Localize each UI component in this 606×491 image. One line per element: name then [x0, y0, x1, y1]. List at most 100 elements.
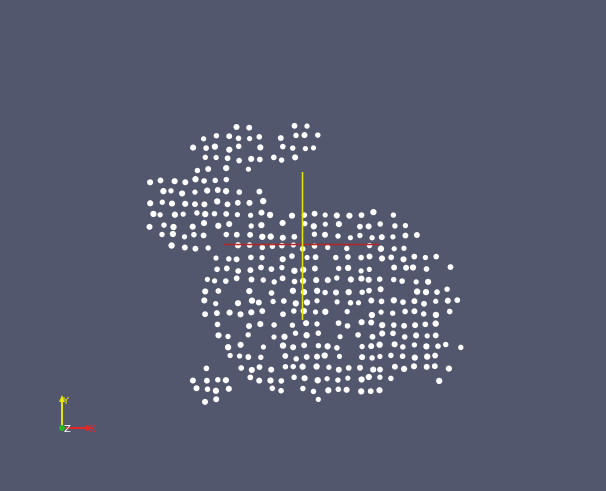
point-375: [204, 386, 211, 392]
point-289: [355, 332, 361, 338]
point-44: [223, 176, 230, 183]
point-113: [259, 233, 266, 240]
point-110: [223, 231, 230, 238]
point-62: [234, 199, 241, 206]
point-88: [170, 223, 177, 231]
point-194: [324, 277, 331, 284]
point-265: [257, 321, 264, 328]
point-115: [279, 234, 286, 241]
point-55: [159, 199, 165, 205]
point-156: [358, 254, 364, 261]
point-183: [204, 276, 211, 283]
point-18: [235, 143, 242, 150]
point-264: [245, 322, 253, 330]
point-155: [345, 254, 351, 260]
point-28: [248, 155, 255, 162]
point-8: [246, 135, 253, 142]
center-axes-cross: [224, 172, 380, 320]
point-321: [293, 356, 299, 362]
y-axis-label: Y: [62, 396, 70, 407]
point-384: [343, 386, 350, 393]
point-235: [378, 298, 385, 305]
point-351: [410, 363, 418, 370]
point-346: [357, 364, 363, 371]
point-262: [446, 308, 453, 315]
point-186: [233, 275, 240, 282]
point-272: [358, 319, 365, 326]
point-107: [181, 234, 188, 240]
point-207: [268, 290, 275, 296]
point-357: [215, 377, 221, 383]
point-381: [310, 388, 317, 395]
point-21: [289, 145, 296, 151]
point-309: [391, 341, 398, 348]
point-214: [359, 289, 365, 295]
orientation-axes-widget: Y X Z: [59, 395, 96, 435]
point-139: [325, 244, 331, 251]
point-208: [289, 287, 297, 294]
point-313: [435, 343, 441, 350]
point-268: [303, 320, 310, 327]
point-118: [322, 231, 328, 238]
point-130: [205, 245, 211, 251]
point-94: [258, 221, 265, 229]
point-145: [213, 255, 219, 261]
point-274: [379, 321, 386, 329]
point-256: [378, 309, 384, 315]
point-176: [358, 268, 364, 274]
point-227: [280, 298, 287, 304]
point-189: [271, 279, 277, 285]
point-266: [271, 322, 277, 328]
point-70: [202, 210, 209, 218]
point-190: [279, 275, 286, 282]
point-314: [442, 341, 449, 348]
point-277: [412, 322, 419, 329]
point-191: [291, 278, 298, 285]
point-221: [201, 297, 208, 304]
point-173: [311, 265, 318, 272]
point-382: [325, 387, 332, 394]
point-135: [279, 242, 285, 249]
point-168: [258, 264, 264, 271]
point-341: [299, 363, 306, 370]
point-306: [359, 343, 365, 350]
point-273: [368, 319, 375, 326]
point-378: [269, 385, 276, 392]
x-axis-arrowhead: [86, 425, 92, 431]
point-72: [223, 210, 230, 217]
point-95: [279, 219, 286, 227]
point-271: [344, 323, 351, 329]
point-74: [247, 212, 254, 218]
point-180: [409, 264, 417, 271]
point-293: [401, 334, 408, 340]
point-196: [347, 276, 354, 283]
point-345: [345, 365, 352, 371]
point-23: [310, 145, 317, 151]
point-356: [204, 377, 210, 384]
point-13: [315, 132, 321, 138]
point-326: [359, 354, 366, 361]
point-280: [215, 332, 222, 339]
point-50: [214, 187, 221, 193]
point-199: [376, 276, 383, 283]
point-201: [399, 278, 405, 284]
point-294: [413, 332, 420, 339]
point-111: [233, 231, 240, 238]
point-171: [291, 267, 298, 274]
point-206: [246, 287, 253, 295]
point-150: [279, 256, 286, 263]
point-250: [291, 308, 297, 314]
point-159: [388, 254, 395, 261]
point-157: [366, 253, 373, 260]
point-212: [332, 289, 340, 296]
point-cloud: [146, 122, 464, 405]
point-379: [278, 387, 284, 394]
point-319: [258, 354, 264, 361]
point-46: [168, 188, 174, 194]
point-257: [390, 310, 396, 316]
point-340: [290, 363, 296, 370]
point-371: [377, 374, 383, 380]
point-281: [225, 333, 231, 340]
